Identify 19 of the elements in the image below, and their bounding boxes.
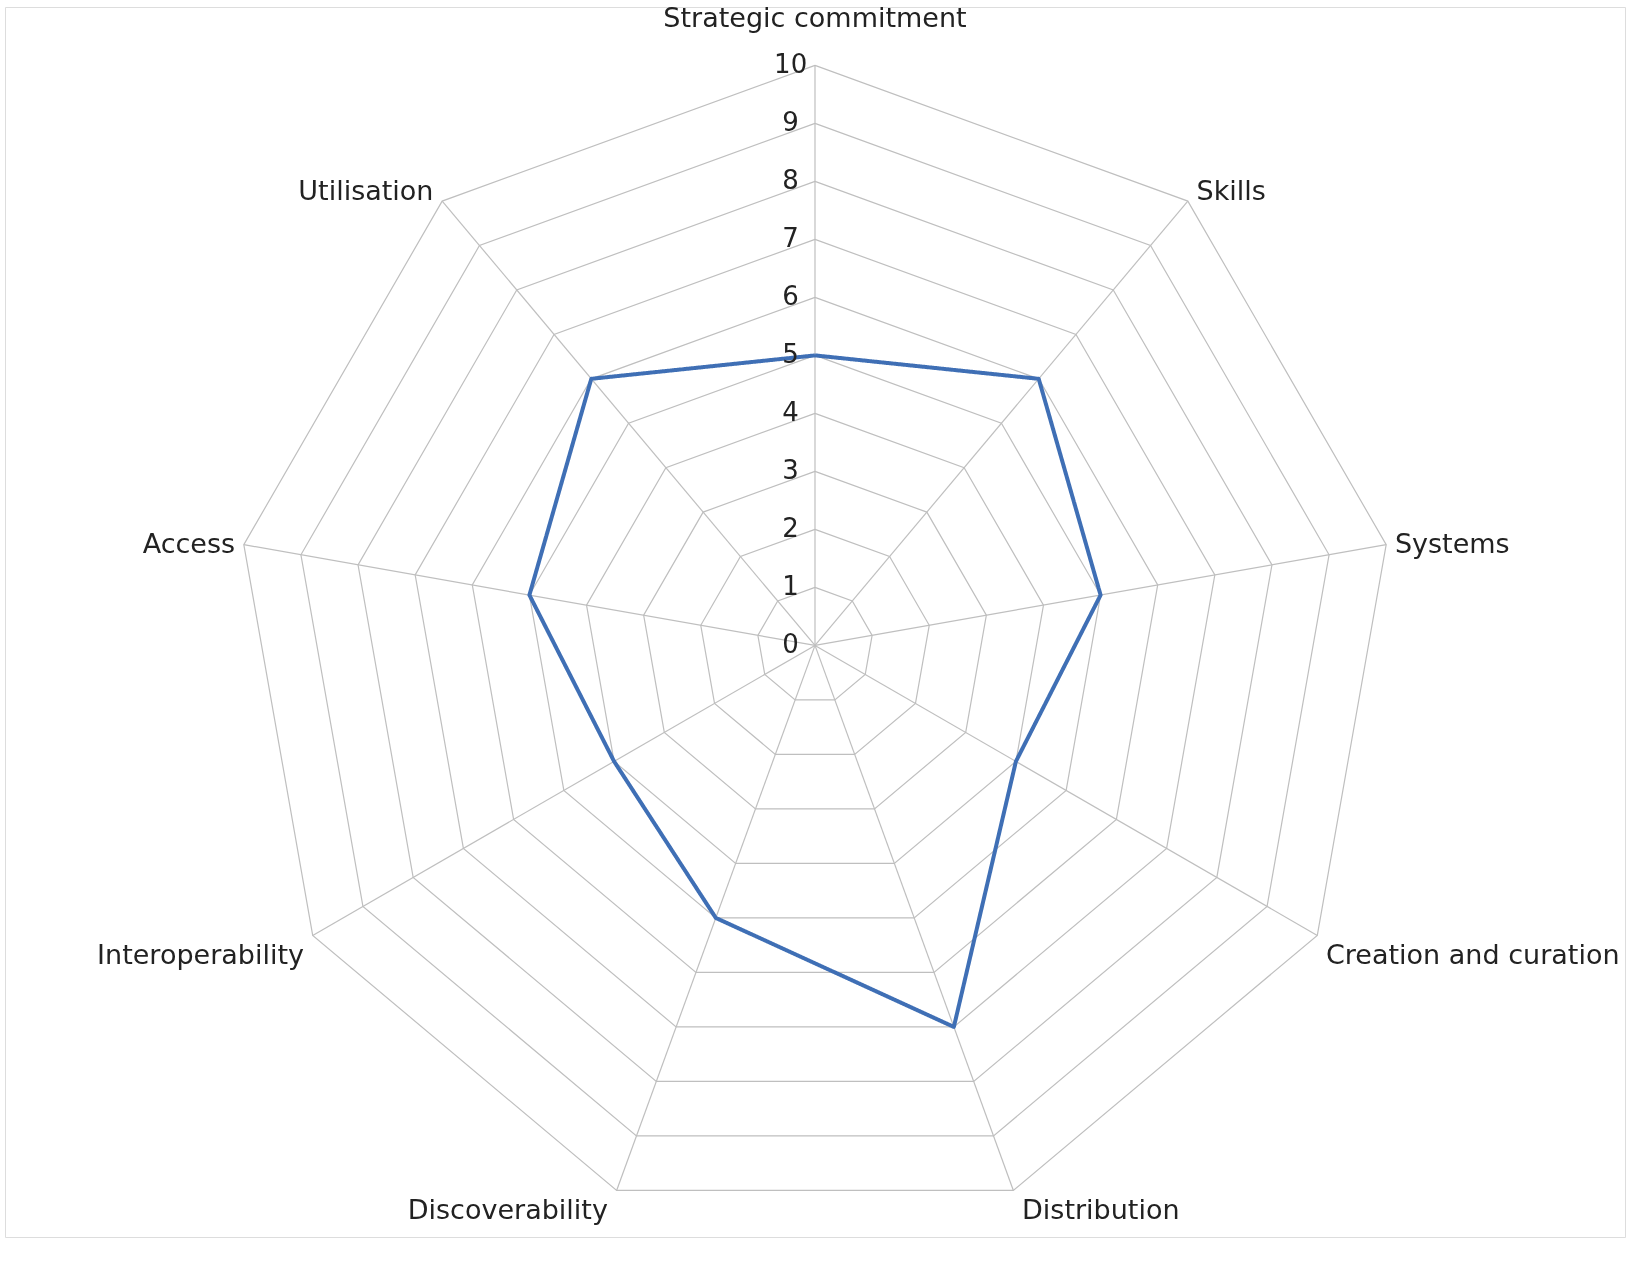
spoke-label: Access xyxy=(142,527,236,559)
y-tick-label: 9 xyxy=(782,107,799,138)
spoke-label: Creation and curation xyxy=(1325,938,1620,970)
y-tick-label: 6 xyxy=(782,281,799,312)
y-tick-label: 7 xyxy=(782,223,799,254)
spoke-label: Strategic commitment xyxy=(663,2,967,33)
y-tick-label: 0 xyxy=(782,629,799,660)
spoke-label: Interoperability xyxy=(97,938,305,970)
y-tick-label: 10 xyxy=(774,49,808,80)
y-tick-label: 3 xyxy=(782,455,799,486)
y-tick-label: 2 xyxy=(782,513,799,544)
spoke-label: Distribution xyxy=(1022,1193,1180,1225)
spoke-label: Skills xyxy=(1196,175,1266,207)
y-tick-label: 8 xyxy=(782,165,799,196)
y-tick-label: 4 xyxy=(782,397,799,428)
spoke-label: Systems xyxy=(1394,527,1510,559)
y-tick-label: 1 xyxy=(782,571,799,602)
spoke-label: Utilisation xyxy=(298,175,434,207)
spoke-label: Discoverability xyxy=(407,1193,608,1225)
